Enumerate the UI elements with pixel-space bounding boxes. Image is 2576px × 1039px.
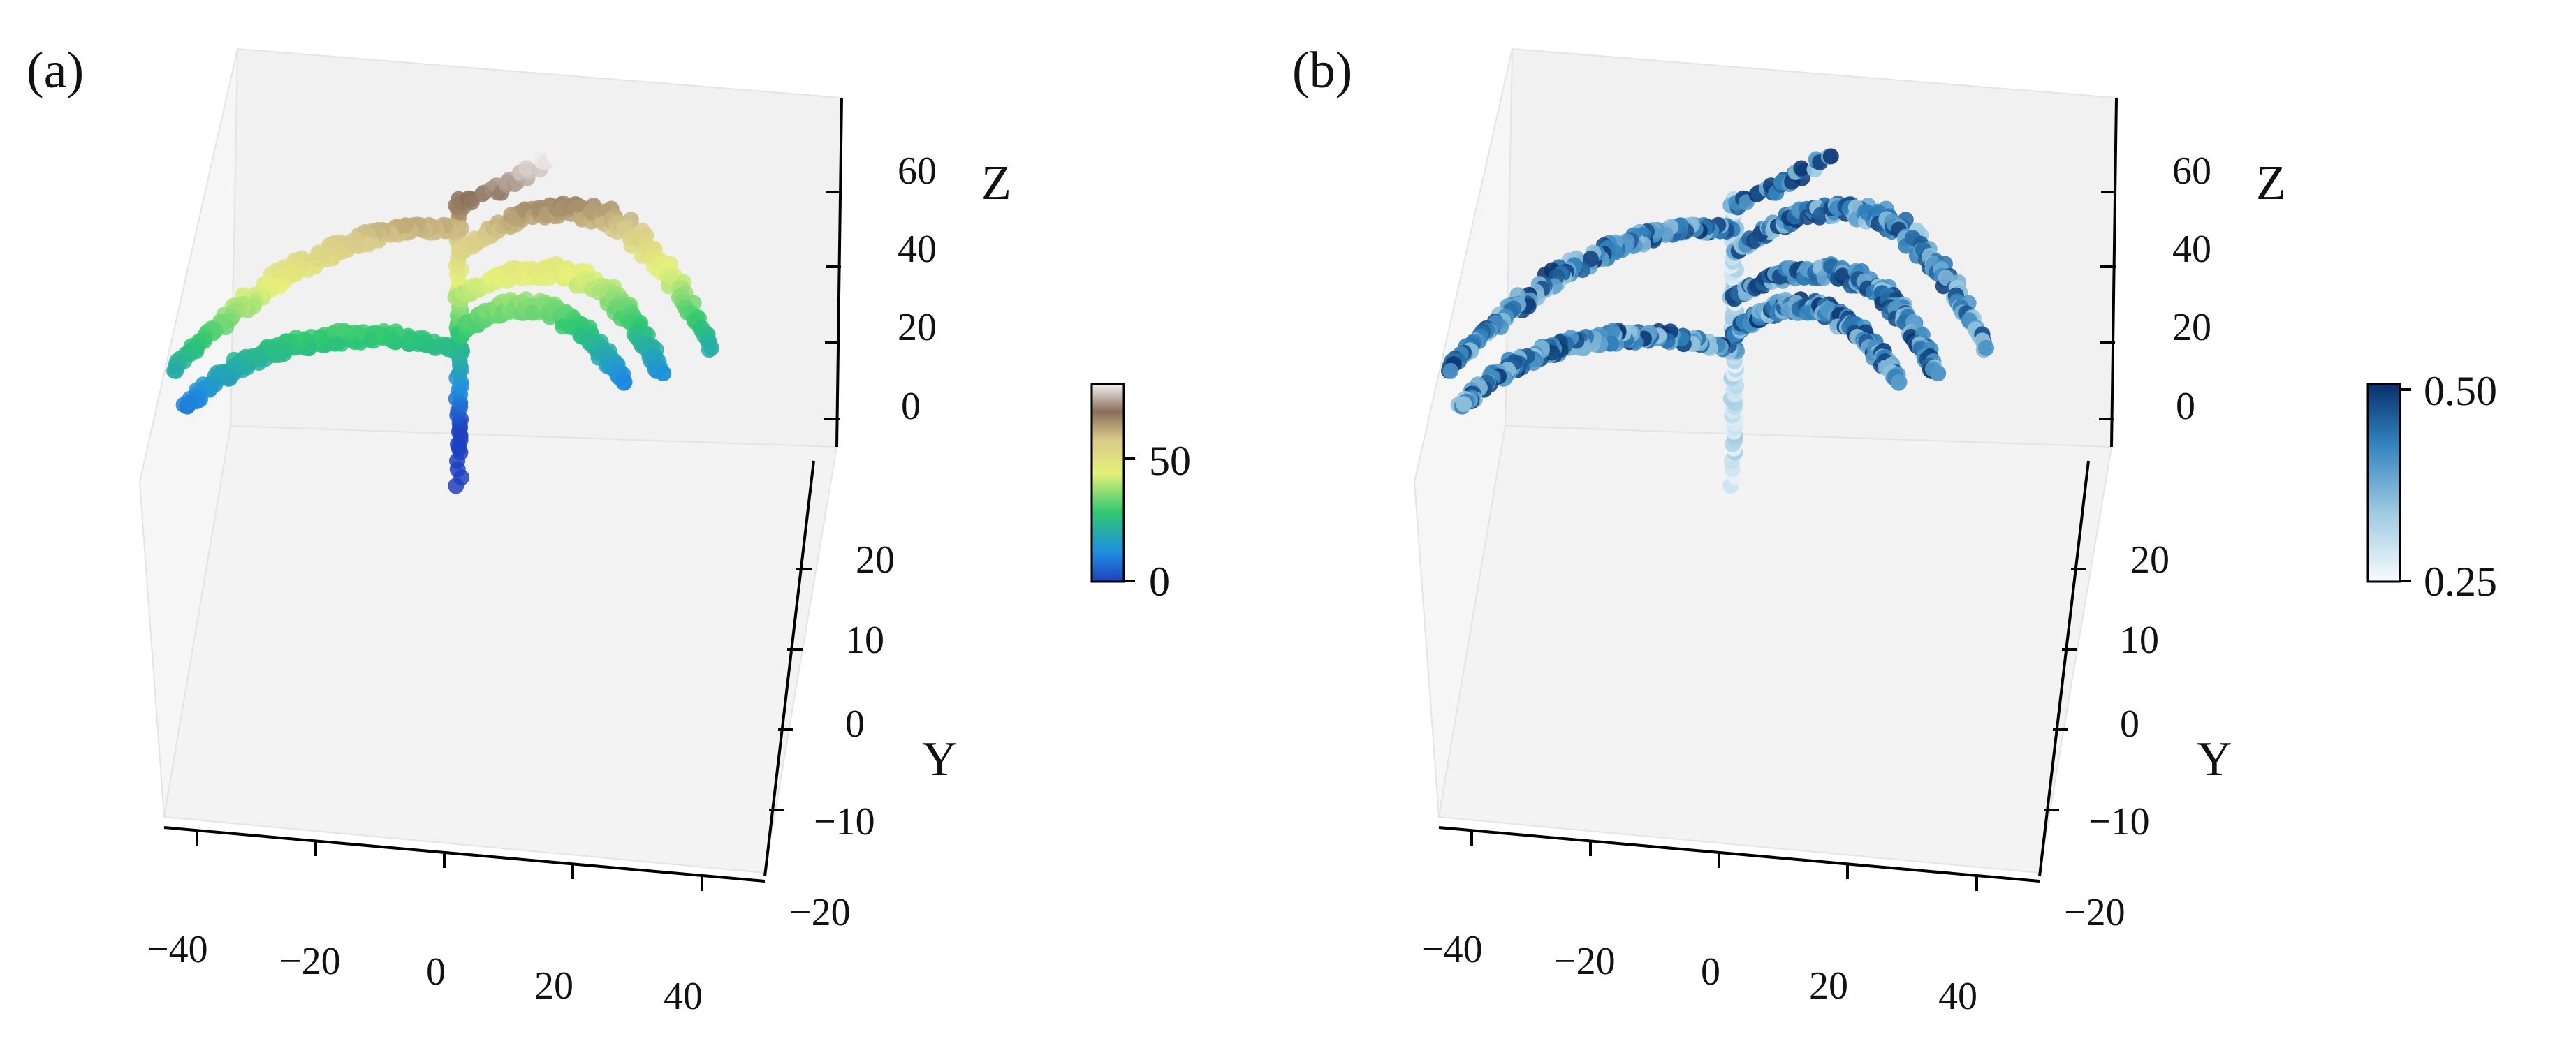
- panel-b-y-label: Y: [2197, 732, 2232, 786]
- panel-a-y-tick-3: −10: [814, 800, 875, 843]
- panel-a-z-tick-3: 0: [901, 385, 921, 428]
- panel-b-x-axis: −40 −20 0 20 40: [1421, 826, 2040, 1018]
- panel-b-y-tick-3: −10: [2088, 800, 2150, 843]
- panel-b-z-label: Z: [2256, 156, 2286, 210]
- panel-a-point: [168, 362, 184, 379]
- panel-b-points: [1441, 148, 1994, 494]
- panel-a-z-label: Z: [981, 156, 1011, 210]
- panel-b-label: (b): [1292, 42, 1352, 99]
- panel-a-z-tick-1: 40: [898, 228, 937, 271]
- panel-b-y-axis: 20 10 0 −10 −20 Y: [2038, 460, 2232, 934]
- panel-b-3d-box: [1413, 47, 2118, 874]
- panel-b-y-tick-2: 0: [2120, 702, 2139, 746]
- panel-a-y-axis: 20 10 0 −10 −20 Y: [763, 460, 958, 934]
- panel-b-colorbar: 0.50 0.25: [2366, 368, 2497, 605]
- panel-a-x-tick-1: −20: [279, 940, 341, 983]
- panel-a-point: [548, 148, 564, 165]
- panel-b-point: [1604, 323, 1621, 339]
- panel-a-x-axis: −40 −20 0 20 40: [147, 826, 766, 1018]
- panel-b-z-tick-1: 40: [2172, 228, 2211, 271]
- panel-a-x-tick-3: 20: [534, 964, 573, 1008]
- panel-a-x-tick-0: −40: [147, 928, 208, 971]
- panel-a-y-tick-4: −20: [789, 891, 851, 934]
- panel-b-point: [1456, 396, 1472, 413]
- panel-b-z-tick-0: 60: [2172, 149, 2211, 193]
- panel-a-colorbar-tick-1: 0: [1149, 559, 1170, 605]
- panel-b-colorbar-tick-0: 0.50: [2424, 368, 2497, 414]
- panel-a-point: [181, 396, 198, 413]
- panel-b-y-tick-0: 20: [2130, 538, 2169, 582]
- panel-a-points: [166, 148, 719, 494]
- panel-b-z-tick-2: 20: [2172, 306, 2211, 349]
- panel-b-point: [1582, 251, 1599, 267]
- panel-b-x-tick-3: 20: [1809, 964, 1848, 1008]
- panel-a-point: [703, 339, 719, 356]
- panel-a-point: [518, 160, 535, 177]
- panel-b-point: [1891, 374, 1908, 390]
- panel-b-point: [1930, 365, 1947, 382]
- panel-b-point: [1822, 148, 1839, 165]
- panel-a-y-tick-1: 10: [845, 619, 884, 662]
- panel-b-z-axis: 60 40 20 0 Z: [2099, 97, 2286, 448]
- panel-b-x-tick-2: 0: [1701, 950, 1720, 994]
- panel-a-point: [616, 374, 633, 390]
- panel-b-y-tick-4: −20: [2064, 891, 2125, 934]
- panel-a: (a) 60 40 20 0 Z 20 10: [27, 42, 1191, 1018]
- panel-b-y-tick-1: 10: [2120, 619, 2159, 662]
- panel-a-z-tick-0: 60: [898, 149, 937, 193]
- panel-a-z-axis: 60 40 20 0 Z: [824, 97, 1011, 448]
- panel-a-3d-box: [138, 47, 843, 874]
- panel-a-point: [307, 251, 324, 267]
- panel-b-colorbar-tick-1: 0.25: [2424, 559, 2497, 605]
- panel-a-x-tick-2: 0: [426, 950, 446, 994]
- panel-a-colorbar: 50 0: [1090, 383, 1191, 605]
- panel-a-point: [330, 323, 346, 339]
- panel-b-point: [1793, 160, 1810, 177]
- panel-a-z-tick-2: 20: [898, 306, 937, 349]
- panel-b: (b) 60 40 20 0 Z 20 10: [1292, 42, 2497, 1018]
- panel-a-x-tick-4: 40: [664, 975, 703, 1018]
- panel-a-y-tick-0: 20: [856, 538, 895, 582]
- panel-b-x-tick-1: −20: [1554, 940, 1616, 983]
- panel-b-x-tick-4: 40: [1938, 975, 1977, 1018]
- panel-b-z-tick-3: 0: [2176, 385, 2195, 428]
- panel-a-y-label: Y: [922, 732, 958, 786]
- panel-a-label: (a): [27, 42, 84, 99]
- panel-a-colorbar-tick-0: 50: [1149, 438, 1191, 484]
- panel-b-x-tick-0: −40: [1421, 928, 1483, 971]
- panel-b-point: [1978, 339, 1994, 356]
- panel-a-point: [655, 365, 672, 382]
- panel-a-y-tick-2: 0: [845, 702, 865, 746]
- panel-b-point: [1442, 362, 1459, 379]
